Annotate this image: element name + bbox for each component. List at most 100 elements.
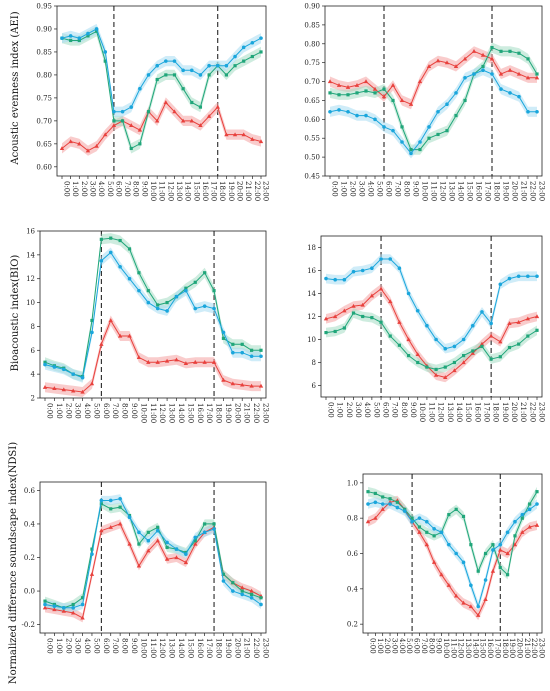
data-point [241,45,246,50]
data-point [490,72,494,76]
data-point [52,604,57,608]
data-point [118,264,122,269]
x-tick-label: 3:00 [88,181,96,197]
x-tick-label: 11:00 [430,181,438,201]
data-point [365,519,371,524]
data-point [164,358,170,363]
data-point [409,147,413,152]
data-point [418,140,422,144]
data-point [154,118,160,123]
data-point [259,50,263,54]
data-point [146,73,151,77]
data-point [391,98,395,103]
data-point [425,323,429,328]
confidence-band [45,519,261,623]
data-point [498,542,503,547]
data-point [71,602,75,607]
x-tick-label: 20:00 [510,402,518,422]
x-tick-label: 12:00 [439,181,447,201]
x-tick-label: 17:00 [493,638,501,658]
x-tick-label: 14:00 [471,638,479,658]
y-tick-label: 2 [31,395,35,403]
data-point [498,566,502,570]
y-tick-label: 14 [307,290,316,298]
data-point [70,610,76,615]
x-tick-label: 16:00 [473,402,481,422]
y-tick-label: 0.80 [36,71,52,79]
data-point [189,68,194,73]
x-tick-label: 19:00 [224,638,232,658]
data-point [224,73,228,77]
data-point [155,63,159,68]
y-tick-label: 0.95 [36,3,52,11]
data-point [259,354,263,359]
x-tick-label: 23:00 [262,181,270,201]
data-point [469,543,473,547]
data-point [249,595,254,600]
data-point [43,360,47,364]
data-point [425,530,429,534]
data-point [146,359,151,364]
data-point [461,337,466,342]
data-point [212,289,216,293]
data-point [461,560,466,565]
data-point [258,139,264,144]
data-point [517,342,521,346]
data-point [137,542,141,546]
x-tick-label: 22:00 [530,638,538,658]
data-point [174,555,179,560]
data-point [354,83,360,87]
x-tick-label: 15:00 [192,181,200,201]
x-tick-label: 16:00 [475,181,483,201]
data-point [342,308,347,313]
data-point [129,105,134,109]
data-point [183,361,189,366]
data-point [203,271,207,275]
data-point [528,502,532,506]
x-tick-label: 0:00 [327,402,335,418]
data-point [224,132,229,137]
data-point [249,588,254,593]
data-point [324,276,328,281]
data-point [163,100,169,105]
x-tick-label: 23:00 [538,181,546,201]
data-point [513,534,517,538]
data-point [535,502,539,506]
x-tick-label: 19:00 [224,403,232,423]
series-line [44,498,262,609]
data-point [103,50,108,54]
data-point [363,79,369,84]
data-point [99,528,104,533]
data-point [346,109,350,114]
data-point [112,109,116,114]
data-point [372,86,378,91]
data-point [174,357,179,362]
data-point [462,354,466,358]
data-point [249,383,254,388]
data-point [388,334,392,338]
data-point [118,505,122,509]
x-tick-label: 21:00 [523,638,531,658]
data-point [526,109,530,114]
data-point [534,75,540,80]
x-tick-label: 11:00 [149,638,157,658]
data-point [499,87,503,91]
x-tick-label: 18:00 [501,638,509,658]
y-tick-label: 0.65 [304,97,320,105]
x-tick-label: 2:00 [383,638,391,654]
y-tick-label: 16 [307,267,316,275]
y-axis-label-ndsi: Normalized difference soundscape index(N… [8,442,19,684]
data-point [505,551,510,556]
data-point [525,316,531,321]
data-point [444,60,450,65]
x-tick-label: 13:00 [175,181,183,201]
x-tick-label: 11:00 [158,181,166,201]
data-point [224,63,229,68]
data-point [351,269,356,274]
data-point [99,259,104,263]
x-tick-label: 13:00 [168,638,176,658]
x-tick-label: 18:00 [215,403,223,423]
data-point [172,59,177,63]
data-point [360,268,365,273]
panel-aei-right: 0.45 0.50 0.55 0.60 0.65 0.70 0.75 0.80 0.85 0.90… [304,3,545,202]
